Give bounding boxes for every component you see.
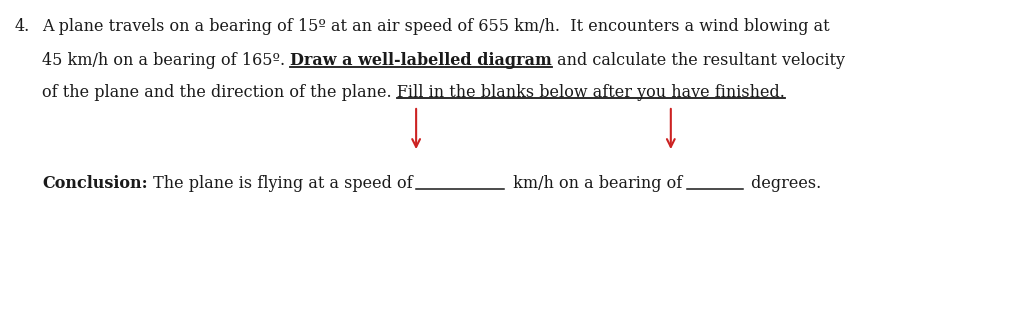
Text: and calculate the resultant velocity: and calculate the resultant velocity — [551, 52, 844, 69]
Text: Conclusion:: Conclusion: — [42, 175, 148, 192]
Text: The plane is flying at a speed of: The plane is flying at a speed of — [148, 175, 412, 192]
Text: A plane travels on a bearing of 15º at an air speed of 655 km/h.  It encounters : A plane travels on a bearing of 15º at a… — [42, 18, 828, 35]
Text: Draw a well-labelled diagram: Draw a well-labelled diagram — [290, 52, 551, 69]
Text: degrees.: degrees. — [746, 175, 821, 192]
Text: of the plane and the direction of the plane.: of the plane and the direction of the pl… — [42, 84, 396, 101]
Text: 45 km/h on a bearing of 165º.: 45 km/h on a bearing of 165º. — [42, 52, 290, 69]
Text: of the plane and the direction of the plane. Fill in the blanks below after you : of the plane and the direction of the pl… — [42, 84, 784, 101]
Text: 4.: 4. — [15, 18, 31, 35]
Text: km/h on a bearing of: km/h on a bearing of — [507, 175, 682, 192]
